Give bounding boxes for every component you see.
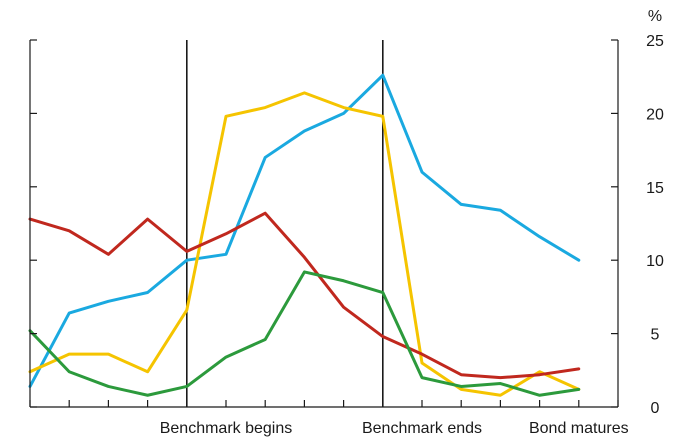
x-tick-label-1: Benchmark ends — [362, 420, 482, 437]
y-tick-label-4: 20 — [646, 106, 664, 123]
y-tick-label-5: 25 — [646, 33, 664, 50]
y-tick-label-3: 15 — [646, 180, 664, 197]
series-line-3 — [28, 270, 581, 397]
y-tick-label-0: 0 — [651, 400, 660, 417]
x-tick-labels: Benchmark begins Benchmark ends Bond matur… — [160, 420, 629, 437]
event-lines — [186, 40, 384, 407]
y-tick-label-1: 5 — [651, 327, 660, 344]
y-tick-labels: 0 5 10 15 20 25 — [646, 33, 664, 417]
series-line-0 — [28, 73, 581, 388]
series-line-1 — [28, 91, 581, 397]
x-tick-label-0: Benchmark begins — [160, 420, 293, 437]
series-line-2 — [28, 211, 581, 380]
x-tick-label-2: Bond matures — [529, 420, 629, 437]
series-group — [28, 73, 581, 397]
y-tick-label-2: 10 — [646, 253, 664, 270]
axes — [29, 39, 619, 408]
y-axis-unit: % — [648, 8, 662, 25]
